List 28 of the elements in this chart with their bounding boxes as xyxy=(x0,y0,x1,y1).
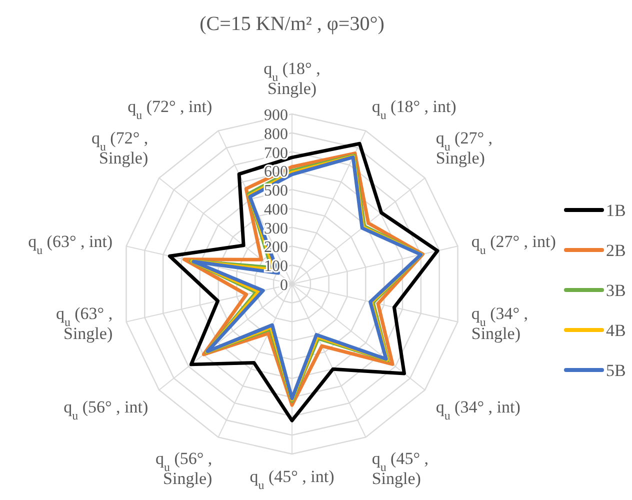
y-tick-label: 100 xyxy=(264,258,288,276)
spoke-label: q$_{u}$ (34° , Single) xyxy=(471,304,528,343)
spoke-label: q$_{u}$ (72° , Single) xyxy=(91,128,148,168)
chart-title: (C=15 KN/m² , φ=30°) xyxy=(200,13,384,35)
spoke-label: q$_{u}$ (56° , Single) xyxy=(155,448,212,488)
spoke-label: q$_{u}$ (34° , int) xyxy=(436,398,520,423)
y-tick-label: 500 xyxy=(264,182,288,200)
spoke-label: q$_{u}$ (72° , int) xyxy=(128,97,212,122)
y-tick-label: 0 xyxy=(280,277,288,294)
spoke-label: q$_{u}$ (56° , int) xyxy=(64,398,148,423)
y-tick-label: 700 xyxy=(264,144,288,162)
y-tick-label: 900 xyxy=(264,107,288,124)
y-tick-label: 300 xyxy=(264,220,288,238)
spoke-label: q$_{u}$ (18° , Single) xyxy=(264,59,320,98)
spoke-label: q$_{u}$ (27° , Single) xyxy=(436,128,493,168)
spoke-label: q$_{u}$ (18° , int) xyxy=(372,97,456,122)
spoke-label: q$_{u}$ (45° , int) xyxy=(250,467,334,492)
y-tick-label: 400 xyxy=(264,201,288,218)
legend-label: 3B xyxy=(606,281,626,300)
legend-label: 5B xyxy=(606,361,626,380)
legend-label: 4B xyxy=(606,321,626,340)
spoke-label: q$_{u}$ (45° , Single) xyxy=(372,448,429,488)
legend-label: 1B xyxy=(606,201,626,220)
legend-label: 2B xyxy=(606,241,626,260)
y-tick-label: 800 xyxy=(264,126,288,143)
spoke-label: q$_{u}$ (63° , Single) xyxy=(56,304,113,343)
spoke-label: q$_{u}$ (27° , int) xyxy=(471,232,556,258)
spoke-label: q$_{u}$ (63° , int) xyxy=(28,232,113,258)
